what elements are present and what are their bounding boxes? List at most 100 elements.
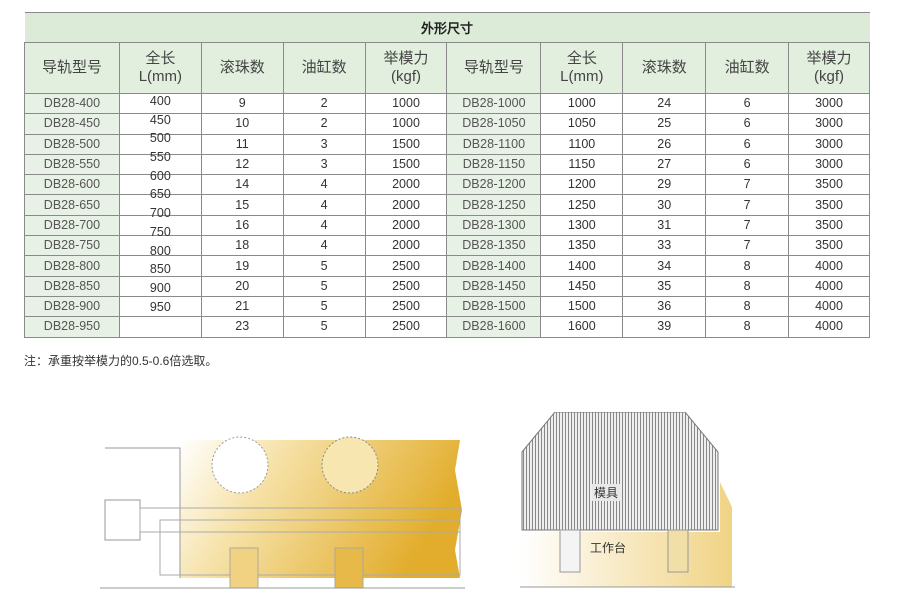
table-cell: 7 (705, 174, 790, 196)
header-unit: L(mm) (138, 68, 183, 85)
column-header: 举模力 (kgf) (788, 42, 870, 94)
ball-left (211, 436, 269, 494)
table-cell: 8 (705, 275, 790, 297)
header-unit: (kgf) (814, 68, 845, 85)
table-cell: 1100 (540, 133, 624, 155)
table-cell: 1500 (540, 295, 624, 318)
table-cell: DB28-1400 (446, 255, 542, 277)
length-value: 800 (149, 243, 171, 258)
table-cell: DB28-500 (24, 133, 120, 155)
table-cell: 4000 (788, 275, 870, 297)
table-cell: 1300 (540, 214, 624, 237)
table-cell: 7 (705, 214, 790, 237)
header-line: 滚珠数 (219, 59, 265, 76)
table-cell: DB28-1500 (446, 295, 542, 318)
column-header: 导轨型号 (446, 42, 542, 94)
table-cell: 2 (282, 113, 366, 135)
table-cell: DB28-400 (24, 92, 120, 115)
length-value: 500 (149, 131, 171, 146)
header-line: 油缸数 (301, 59, 347, 76)
table-cell: 4000 (788, 255, 870, 277)
table-cell: 39 (622, 316, 707, 338)
table-cell: 6 (705, 153, 790, 176)
table-cell: DB28-850 (24, 275, 120, 297)
spec-table: 外形尺寸 导轨型号 全长 L(mm) 滚珠数 油缸数 举模力 (kgf) 导轨型号 全长 L(mm… (24, 12, 870, 338)
header-line: 全长 (566, 50, 597, 67)
table-cell: 1500 (364, 133, 448, 155)
table-cell: 4 (282, 174, 366, 196)
header-line: 导轨型号 (463, 59, 524, 76)
table-cell: 4000 (788, 295, 870, 318)
header-line: 全长 (145, 50, 176, 67)
table-cell: DB28-750 (24, 235, 120, 257)
table-cell: 1250 (540, 194, 624, 216)
table-cell: 18 (200, 235, 284, 257)
table-cell: 450 (118, 112, 202, 135)
table-cell: 2 (282, 92, 366, 115)
table-row: DB28-850 850 20 5 2500 DB28-1450 1450 35 8 4000 (24, 262, 870, 297)
table-cell: 2500 (364, 255, 448, 277)
table-cell: 400 (118, 92, 202, 115)
header-line: 举模力 (806, 50, 852, 67)
table-cell: DB28-600 (24, 174, 120, 196)
table-cell: 7 (705, 235, 790, 257)
table-cell: 3000 (788, 92, 870, 115)
table-cell: 5 (282, 316, 366, 338)
table-row: DB28-800 800 19 5 2500 DB28-1400 1400 34 8 4000 (24, 244, 870, 277)
table-cell: DB28-650 (24, 194, 120, 216)
length-value: 550 (149, 150, 171, 165)
table-cell: 1600 (540, 316, 624, 338)
table-cell: DB28-950 (24, 316, 120, 338)
table-cell: 14 (200, 174, 284, 196)
table-cell: 1000 (364, 113, 448, 135)
table-cell: 27 (622, 153, 707, 176)
table-cell: 3 (282, 133, 366, 155)
table-cell: 4 (282, 194, 366, 216)
table-cell: 650 (118, 187, 202, 216)
length-value: 700 (149, 206, 171, 221)
table-cell: DB28-1350 (446, 235, 542, 257)
table-cell: 3000 (788, 153, 870, 176)
column-header: 举模力 (kgf) (364, 42, 448, 94)
note-text: 注：承重按举模力的0.5-0.6倍选取。 (24, 354, 218, 368)
table-cell: 2500 (364, 316, 448, 338)
table-cell: 12 (200, 153, 284, 176)
table-cell: DB28-700 (24, 214, 120, 237)
length-value: 450 (149, 112, 171, 127)
table-title: 外形尺寸 (24, 12, 870, 43)
mold-label: 模具 (592, 484, 621, 501)
table-cell: 19 (200, 255, 284, 277)
table-cell: 4 (282, 235, 366, 257)
table-cell: DB28-450 (24, 113, 120, 135)
table-row: DB28-450 450 10 2 1000 DB28-1050 1050 25 6 3000 (24, 112, 870, 135)
column-header: 导轨型号 (24, 42, 120, 94)
table-row: DB28-700 700 16 4 2000 DB28-1300 1300 31 7 3500 (24, 206, 870, 237)
table-cell: 33 (622, 235, 707, 257)
table-cell: DB28-550 (24, 153, 120, 176)
table-cell: DB28-1050 (446, 113, 542, 135)
table-cell: 5 (282, 255, 366, 277)
table-cell: 24 (622, 92, 707, 115)
table-cell: 850 (118, 262, 202, 297)
table-cell: DB28-1450 (446, 275, 542, 297)
table-cell: 7 (705, 194, 790, 216)
header-line: 举模力 (383, 50, 429, 67)
table-cell: 25 (622, 113, 707, 135)
table-cell: 3500 (788, 235, 870, 257)
table-cell: 800 (118, 244, 202, 277)
table-cell: 30 (622, 194, 707, 216)
length-value: 400 (149, 94, 171, 108)
table-cell: 23 (200, 316, 284, 338)
header-row: 导轨型号 全长 L(mm) 滚珠数 油缸数 举模力 (kgf) 导轨型号 全长 L(mm) 滚珠数油… (24, 42, 870, 94)
table-cell: 3000 (788, 133, 870, 155)
table-cell: 1150 (540, 153, 624, 176)
table-cell: 15 (200, 194, 284, 216)
table-row: DB28-650 650 15 4 2000 DB28-1250 1250 30 7 3500 (24, 187, 870, 216)
table-cell: DB28-1300 (446, 214, 542, 237)
table-cell: DB28-1200 (446, 174, 542, 196)
table-cell: 16 (200, 214, 284, 237)
table-cell: DB28-900 (24, 295, 120, 318)
column-header: 滚珠数 (200, 42, 284, 94)
mold-on-table-illustration (520, 412, 735, 588)
length-value: 950 (149, 299, 171, 314)
